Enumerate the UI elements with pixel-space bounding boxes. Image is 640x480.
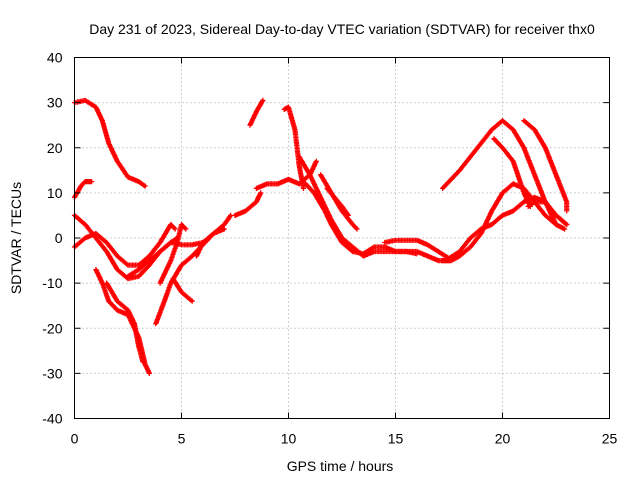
- series-markers: [247, 97, 266, 128]
- series-s11: [193, 212, 234, 259]
- series-s24: [521, 118, 570, 214]
- x-tick-label: 25: [602, 431, 618, 447]
- x-tick-label: 0: [71, 431, 79, 447]
- x-axis-label: GPS time / hours: [287, 458, 394, 474]
- series-markers: [193, 212, 234, 259]
- tick-labels: 0 5 10 15 20 25 -40 -30 -20 -10 0 10 20 30 40: [42, 50, 617, 447]
- series-markers: [71, 179, 95, 200]
- series-markers: [170, 276, 195, 304]
- series-s23: [491, 136, 533, 209]
- series-markers: [232, 190, 264, 218]
- series-s25: [525, 199, 570, 228]
- x-tick-label: 20: [495, 431, 511, 447]
- series-s2: [71, 179, 95, 200]
- series-s10: [170, 276, 195, 304]
- x-tick-label: 5: [178, 431, 186, 447]
- series-markers: [104, 280, 146, 365]
- series-markers: [303, 181, 420, 257]
- series-markers: [125, 235, 180, 279]
- ticks: [74, 57, 610, 419]
- y-tick-label: -40: [42, 411, 62, 427]
- y-tick-label: 30: [47, 95, 63, 111]
- series-markers: [71, 97, 148, 189]
- series-s12: [232, 190, 264, 218]
- y-axis-label: SDTVAR / TECUs: [8, 182, 24, 294]
- y-tick-label: -20: [42, 320, 62, 336]
- data-points: [71, 97, 570, 376]
- series-s19: [324, 185, 351, 218]
- y-tick-label: 40: [47, 50, 63, 66]
- series-s13: [247, 97, 266, 128]
- y-tick-label: -30: [42, 365, 62, 381]
- series-s6: [104, 280, 146, 365]
- chart-title: Day 231 of 2023, Sidereal Day-to-day VTE…: [89, 21, 595, 37]
- y-tick-label: 10: [47, 185, 63, 201]
- series-s9: [157, 221, 189, 286]
- series-markers: [324, 185, 351, 218]
- series-markers: [491, 136, 533, 209]
- x-tick-label: 10: [281, 431, 297, 447]
- series-s17: [303, 181, 420, 257]
- series-markers: [525, 199, 570, 228]
- series-markers: [157, 221, 189, 286]
- y-tick-label: -10: [42, 275, 62, 291]
- y-tick-label: 20: [47, 140, 63, 156]
- x-tick-label: 15: [388, 431, 404, 447]
- series-s1: [71, 97, 148, 189]
- y-tick-label: 0: [55, 230, 63, 246]
- series-markers: [521, 118, 570, 214]
- series-s7: [125, 235, 180, 279]
